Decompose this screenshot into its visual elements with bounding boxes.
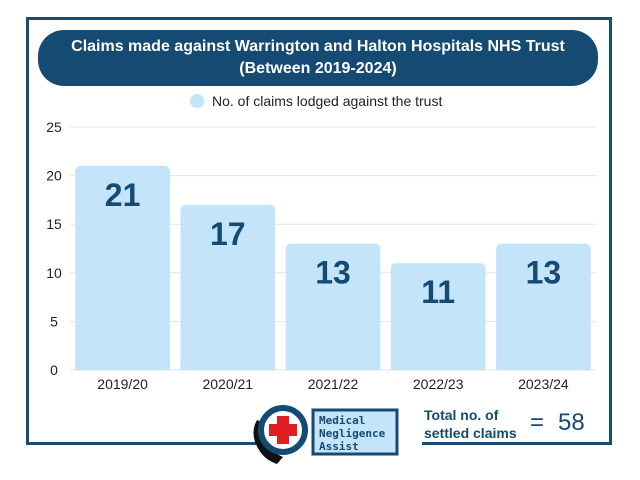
bar-base-2020/21 — [180, 364, 276, 370]
medical-negligence-assist-logo: Medical Negligence Assist — [253, 405, 399, 464]
bar-base-2019/20 — [75, 364, 170, 370]
bar-2019/20 — [75, 165, 170, 370]
bar-2020/21 — [180, 204, 276, 370]
data-label-2023/24: 13 — [526, 255, 562, 291]
y-tick-label-25: 25 — [46, 119, 62, 135]
total-label-line2: settled claims — [424, 425, 517, 441]
total-settled-value: 58 — [558, 409, 585, 436]
legend-swatch — [190, 94, 204, 108]
chart-title-line2: (Between 2019-2024) — [239, 60, 397, 77]
data-label-2019/20: 21 — [105, 177, 141, 213]
y-tick-label-15: 15 — [46, 216, 62, 232]
outer-frame — [26, 17, 612, 445]
total-settled-label: Total no. of settled claims — [424, 406, 517, 442]
chart-title-line1: Claims made against Warrington and Halto… — [71, 38, 565, 55]
x-tick-label-2021/22: 2021/22 — [308, 376, 359, 392]
legend: No. of claims lodged against the trust — [190, 92, 442, 110]
y-tick-label-20: 20 — [46, 168, 62, 184]
y-tick-label-5: 5 — [50, 313, 58, 329]
logo-text-line3: Assist — [319, 440, 359, 453]
y-tick-label-10: 10 — [46, 265, 62, 281]
bar-base-2022/23 — [390, 364, 486, 370]
x-tick-label-2020/21: 2020/21 — [202, 376, 253, 392]
data-label-2022/23: 11 — [421, 274, 455, 310]
bar-base-2023/24 — [496, 364, 591, 370]
bar-base-2021/22 — [285, 364, 381, 370]
chart-title: Claims made against Warrington and Halto… — [38, 30, 598, 86]
legend-label: No. of claims lodged against the trust — [212, 93, 443, 109]
total-equals-sign: = — [530, 409, 545, 436]
data-label-2021/22: 13 — [315, 255, 351, 291]
phone-cross-icon — [253, 405, 308, 464]
frame-bottom-right — [422, 442, 612, 445]
y-tick-label-0: 0 — [50, 362, 58, 378]
logo-text-line1: Medical — [319, 414, 365, 427]
bar-2023/24 — [496, 243, 591, 370]
bar-2021/22 — [285, 243, 381, 370]
bar-2022/23 — [390, 263, 486, 370]
data-label-2020/21: 17 — [210, 216, 246, 252]
frame-bottom-left — [26, 442, 256, 445]
total-label-line1: Total no. of — [424, 407, 499, 423]
logo-text-line2: Negligence — [319, 427, 386, 440]
x-tick-label-2023/24: 2023/24 — [518, 376, 569, 392]
x-tick-label-2019/20: 2019/20 — [97, 376, 148, 392]
x-tick-label-2022/23: 2022/23 — [413, 376, 464, 392]
